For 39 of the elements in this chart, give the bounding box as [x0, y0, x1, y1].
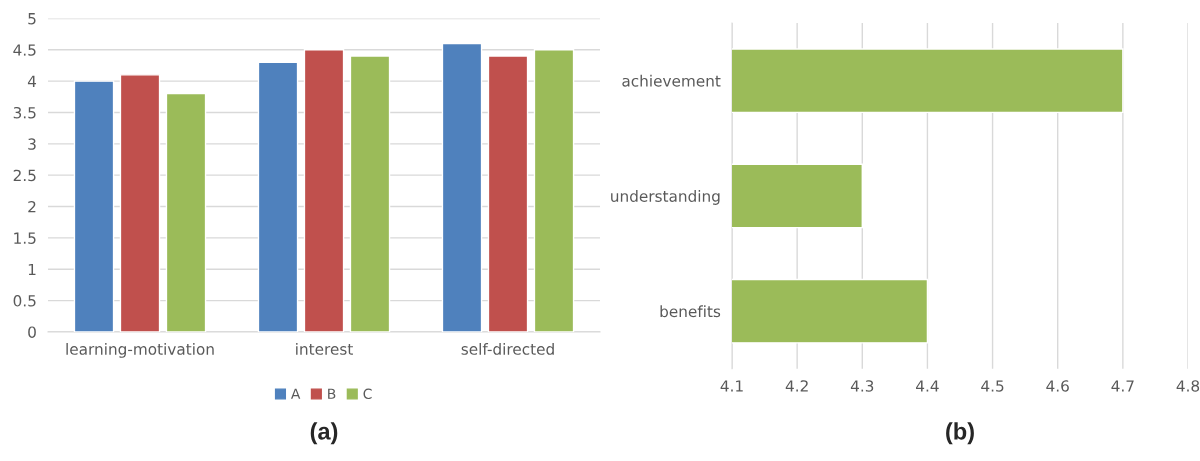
y-tick-label: understanding — [611, 190, 720, 205]
y-tick-label: 3 — [28, 138, 36, 150]
x-tick-label: self-directed — [461, 343, 554, 355]
y-tick-label: 0.5 — [13, 295, 36, 307]
y-tick-label: 3.5 — [13, 106, 36, 119]
x-tick-label: 4.6 — [1046, 380, 1069, 392]
legend-label: C — [363, 388, 372, 400]
y-tick-label: 2.5 — [13, 169, 36, 182]
bar — [487, 55, 529, 332]
legend-label: B — [328, 388, 336, 399]
y-tick-label: achievement — [622, 74, 721, 87]
x-tick-label: interest — [296, 343, 353, 355]
x-tick-label: 4.7 — [1111, 380, 1134, 392]
bar — [165, 92, 207, 332]
bar — [303, 49, 345, 332]
bar — [119, 74, 161, 332]
x-tick-label: 4.1 — [720, 380, 743, 392]
y-tick-label: 2 — [28, 200, 36, 213]
y-tick-label: benefits — [660, 305, 721, 318]
bar — [533, 49, 575, 332]
bar — [73, 80, 115, 332]
y-tick-label: 5 — [28, 13, 36, 25]
x-tick-label: 4.2 — [785, 380, 808, 392]
x-tick-label: 4.4 — [916, 380, 939, 392]
text: (b) — [946, 422, 974, 445]
x-tick-label: learning-motivation — [66, 343, 214, 358]
legend-label: A — [290, 388, 301, 399]
x-tick-label: 4.8 — [1176, 380, 1200, 392]
x-tick-label: 4.3 — [850, 380, 874, 392]
bar — [257, 61, 299, 332]
bar — [441, 42, 483, 332]
x-tick-label: 4.5 — [981, 380, 1004, 392]
y-tick-label: 1 — [28, 263, 36, 276]
y-tick-label: 1.5 — [14, 232, 36, 244]
bar — [349, 55, 391, 332]
y-tick-label: 4 — [27, 75, 37, 87]
text: (a) — [310, 422, 338, 445]
y-tick-label: 4.5 — [13, 44, 36, 56]
y-tick-label: 0 — [28, 326, 36, 338]
